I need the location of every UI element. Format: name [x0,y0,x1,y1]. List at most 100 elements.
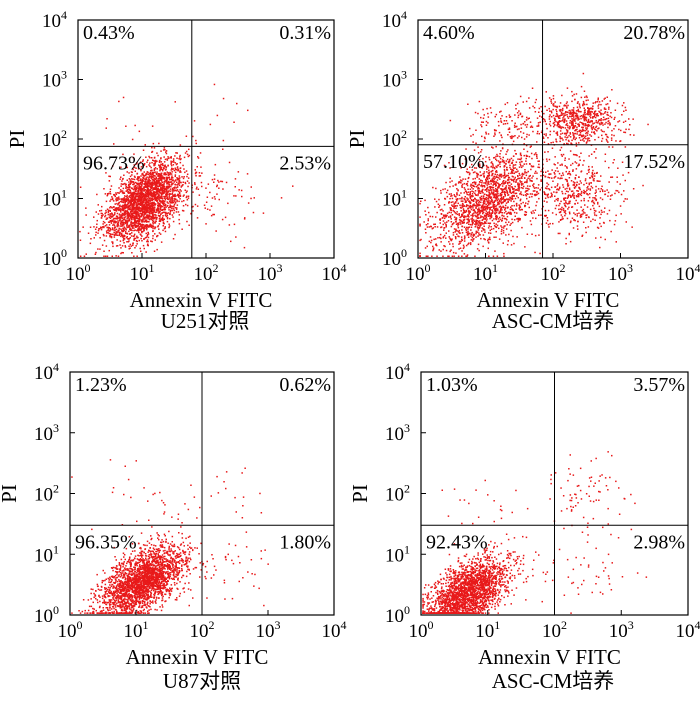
event-point [161,174,163,177]
event-point [597,180,599,182]
event-point [166,217,169,220]
event-point [167,188,169,190]
event-point [131,229,133,232]
event-point [151,211,154,213]
event-point [567,173,569,175]
event-point [154,161,157,163]
event-point [94,253,97,255]
event-point [609,198,612,200]
event-point [558,187,561,189]
event-point [161,189,163,192]
event-point [155,216,157,218]
event-point [458,223,460,225]
event-point [448,216,450,218]
event-point [432,249,434,252]
event-point [141,235,143,237]
event-point [124,211,127,214]
event-point [163,218,165,220]
event-point [564,204,566,207]
event-point [497,193,499,195]
event-point [142,228,145,230]
event-point [551,212,554,214]
event-point [482,206,484,209]
event-point [140,194,142,196]
event-point [499,178,501,180]
event-point [207,183,210,185]
event-point [444,188,446,190]
event-point [519,209,521,211]
event-point [465,205,467,208]
event-point [485,220,488,222]
event-point [145,216,147,218]
event-point [454,201,457,203]
event-point [580,194,583,197]
event-point [158,205,160,208]
event-point [538,234,540,236]
event-point [487,174,490,177]
event-point [169,217,171,220]
event-point [461,238,463,241]
event-point [445,181,447,184]
event-point [501,190,504,192]
event-point [162,217,164,220]
event-point [568,140,570,143]
event-point [472,199,475,201]
event-point [150,205,153,208]
event-point [136,173,138,175]
event-point [495,197,497,199]
event-point [135,204,138,206]
event-point [169,204,171,206]
event-point [122,218,125,221]
event-point [454,231,456,233]
event-point [117,225,119,228]
event-point [566,203,569,205]
event-point [564,188,566,190]
event-point [518,190,520,192]
event-point [583,189,585,192]
event-point [166,213,168,215]
event-point [120,228,122,230]
event-point [511,187,514,190]
event-point [153,179,155,182]
event-point [243,218,246,220]
event-point [536,172,538,174]
event-point [467,215,469,218]
event-point [450,221,453,223]
event-point [111,219,113,222]
event-point [121,230,124,233]
event-point [161,212,163,214]
event-point [132,194,135,197]
event-point [131,252,133,254]
event-point [509,213,512,215]
event-point [101,212,103,215]
event-point [109,175,111,178]
event-point [158,161,161,163]
event-point [159,169,161,172]
event-point [577,164,580,167]
event-point [442,255,444,257]
event-point [127,202,129,205]
event-point [137,188,139,190]
event-point [580,215,583,218]
event-point [115,192,117,194]
event-point [472,238,474,241]
y-tick-label: 102 [42,127,67,151]
population-viable [79,135,224,257]
event-point [163,165,166,167]
event-point [100,226,102,228]
event-point [108,224,111,226]
event-point [513,167,515,170]
event-point [151,187,153,189]
event-point [481,223,483,225]
event-point [564,192,567,195]
event-point [101,205,103,208]
event-point [455,252,457,254]
event-point [503,162,506,164]
event-point [493,236,495,238]
event-point [495,193,497,196]
event-point [493,196,495,199]
event-point [493,201,495,204]
event-point [495,216,497,218]
event-point [627,171,630,174]
event-point [144,203,147,205]
